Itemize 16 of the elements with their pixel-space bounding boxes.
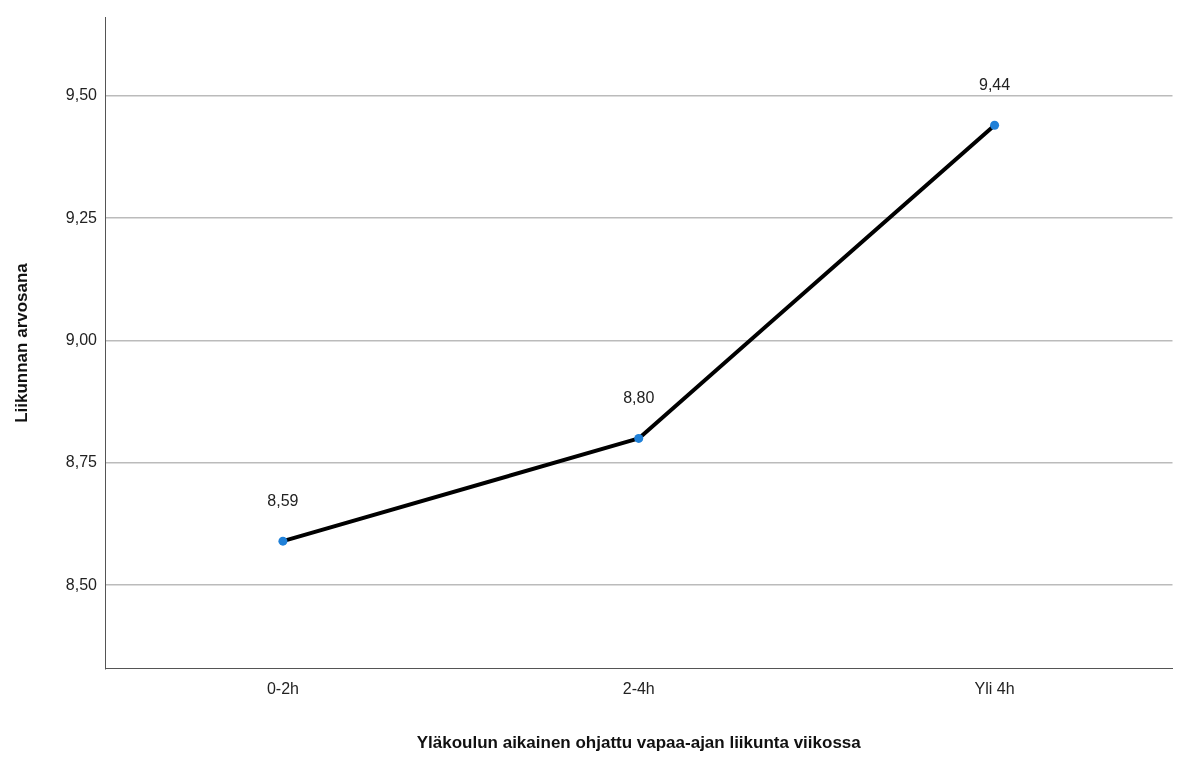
y-tick-label: 8,50 xyxy=(65,575,98,593)
point xyxy=(278,536,288,546)
x-axis-title: Yläkoulun aikainen ohjattu vapaa-ajan liikunta viikossa xyxy=(416,733,862,753)
x-tick-label: Yli 4h xyxy=(974,680,1015,698)
y-tick-label: 8,75 xyxy=(65,453,98,471)
data-label: 8,80 xyxy=(623,388,655,406)
point xyxy=(990,120,1000,130)
x-tick-label: 2-4h xyxy=(622,680,655,698)
x-tick-label: 0-2h xyxy=(266,680,299,698)
y-tick-label: 9,00 xyxy=(65,330,98,348)
y-axis-title: Liikunnan arvosana xyxy=(11,262,31,423)
data-label: 9,44 xyxy=(979,75,1011,93)
y-tick-label: 9,50 xyxy=(65,86,98,104)
y-tick-label: 9,25 xyxy=(65,208,98,226)
point xyxy=(634,433,644,443)
data-label: 8,59 xyxy=(267,491,299,509)
